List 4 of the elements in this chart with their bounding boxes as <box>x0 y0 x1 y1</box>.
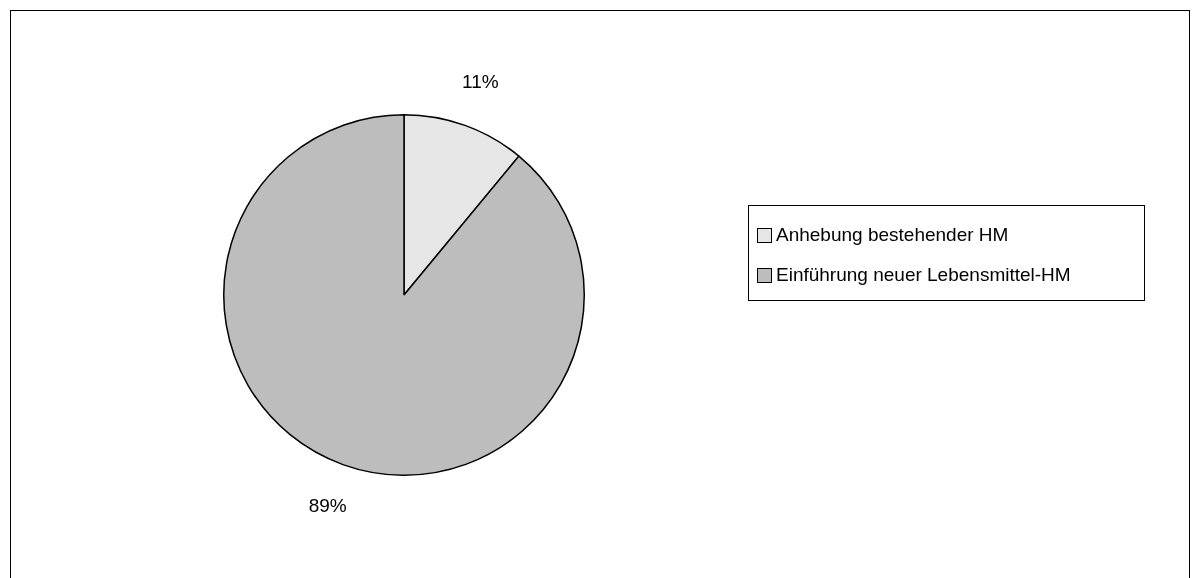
data-label: 11% <box>461 71 499 93</box>
legend-label: Einführung neuer Lebensmittel-HM <box>776 264 1071 286</box>
data-label: 89% <box>308 495 347 517</box>
legend-label: Anhebung bestehender HM <box>776 224 1009 246</box>
